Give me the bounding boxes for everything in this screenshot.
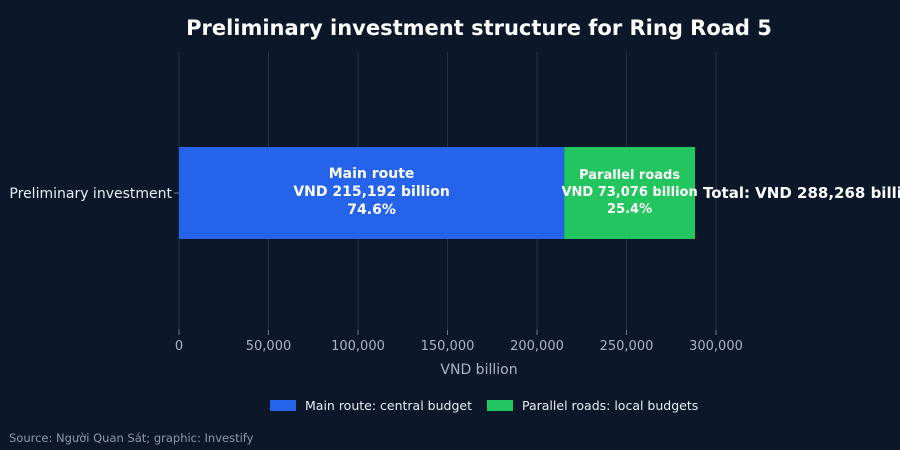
legend-swatch [270, 400, 296, 411]
x-tick-label: 200,000 [510, 339, 564, 354]
source-note: Source: Người Quan Sát; graphic: Investi… [9, 431, 254, 445]
legend-label: Main route: central budget [305, 398, 472, 413]
bar-segment [564, 147, 695, 239]
x-tick-label: 150,000 [421, 339, 475, 354]
x-tick-label: 300,000 [689, 339, 743, 354]
bar-data-label: 74.6% [347, 202, 396, 218]
bar-data-label: 25.4% [607, 202, 652, 217]
bar-data-label: Parallel roads [579, 168, 680, 183]
y-category-label: Preliminary investment [9, 186, 172, 202]
bar-data-label: Main route [329, 166, 415, 182]
legend-label: Parallel roads: local budgets [522, 398, 698, 413]
x-axis-title: VND billion [440, 362, 517, 378]
legend-swatch [487, 400, 513, 411]
total-label: Total: VND 288,268 billion [703, 184, 900, 202]
x-axis-ticks: 0 50,000 100,000 150,000 200,000 250,000 300,0… [175, 330, 743, 354]
bar-segment [179, 147, 565, 239]
legend: Main route: central budget Parallel roads… [270, 398, 698, 413]
x-tick-label: 0 [175, 339, 183, 354]
bar-data-label: VND 73,076 billion [561, 185, 697, 200]
x-tick-label: 50,000 [246, 339, 292, 354]
x-tick-label: 250,000 [600, 339, 654, 354]
x-tick-label: 100,000 [331, 339, 385, 354]
chart-title: Preliminary investment structure for Rin… [186, 16, 772, 40]
bar-group: Preliminary investment Main route VND 215,… [9, 147, 900, 239]
bar-data-label: VND 215,192 billion [293, 184, 450, 200]
